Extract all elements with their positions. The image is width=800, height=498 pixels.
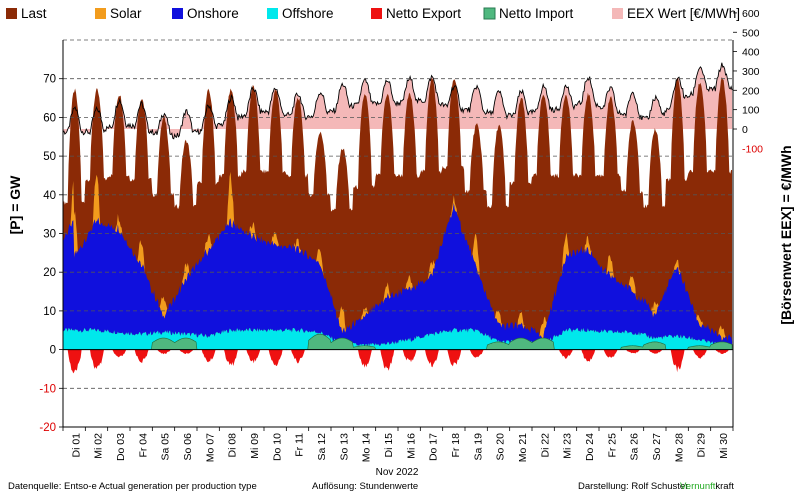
y-tick-label: 70 — [43, 74, 56, 86]
x-tick-label: Do 10 — [271, 433, 283, 461]
x-tick-label: Sa 19 — [472, 433, 484, 461]
x-tick-label: Do 24 — [584, 433, 596, 461]
legend-swatch-netto_export — [371, 8, 382, 19]
x-axis-label: Nov 2022 — [376, 467, 419, 478]
footer-brand-vernunft: Vernunft — [680, 481, 716, 492]
y2-tick-label: 500 — [742, 27, 760, 39]
x-tick-label: Fr 18 — [450, 433, 462, 458]
y-tick-label: 20 — [43, 267, 56, 279]
x-tick-label: So 27 — [651, 433, 663, 461]
legend-label-netto_import: Netto Import — [499, 6, 574, 21]
x-tick-label: Mi 16 — [405, 433, 417, 459]
legend-label-offshore: Offshore — [282, 6, 334, 21]
y2-tick-label: 0 — [742, 124, 748, 136]
x-tick-label: So 20 — [495, 433, 507, 461]
x-tick-label: Mo 07 — [204, 433, 216, 462]
legend-swatch-offshore — [267, 8, 278, 19]
footer-resolution: Auflösung: Stundenwerte — [312, 481, 418, 492]
x-tick-label: Mi 30 — [718, 433, 730, 459]
x-tick-label: Mo 28 — [673, 433, 685, 462]
footer-author: Darstellung: Rolf Schuster — [578, 481, 688, 492]
legend-label-netto_export: Netto Export — [386, 6, 461, 21]
x-tick-label: Fr 04 — [137, 433, 149, 458]
legend-label-onshore: Onshore — [187, 6, 239, 21]
axes: -20-100102030405060709008007006005004003… — [39, 0, 763, 462]
x-tick-label: Do 03 — [115, 433, 127, 461]
x-tick-label: Di 01 — [70, 433, 82, 458]
y2-tick-label: 300 — [742, 66, 760, 78]
y2-tick-label: 200 — [742, 85, 760, 97]
x-tick-label: Do 17 — [428, 433, 440, 461]
series-solar — [63, 171, 733, 342]
x-tick-label: Sa 05 — [160, 433, 172, 461]
y-tick-label: 50 — [43, 151, 56, 163]
legend-swatch-eex_wert — [612, 8, 623, 19]
x-tick-label: Sa 12 — [316, 433, 328, 461]
legend: Last Solar Onshore Offshore Netto Export Nett… — [6, 6, 740, 21]
y2-axis-label: [Börsenwert EEX] = €/MWh — [778, 145, 794, 324]
x-tick-label: Di 29 — [696, 433, 708, 458]
series-onshore — [63, 202, 733, 348]
y-tick-label: -20 — [39, 422, 56, 434]
legend-swatch-last — [6, 8, 17, 19]
x-tick-label: Mo 21 — [517, 433, 529, 462]
footer-brand: Vernunftkraft — [680, 481, 734, 492]
y-tick-label: 40 — [43, 190, 56, 202]
y-tick-label: 60 — [43, 112, 56, 124]
x-tick-label: Di 08 — [227, 433, 239, 458]
y-tick-label: 10 — [43, 306, 56, 318]
y-tick-label: -10 — [39, 383, 56, 395]
x-tick-label: Fr 25 — [606, 433, 618, 458]
y2-tick-label: 700 — [742, 0, 760, 1]
series-netto-export — [63, 349, 733, 374]
series-offshore — [63, 327, 733, 350]
legend-label-solar: Solar — [110, 6, 142, 21]
y2-tick-label: -100 — [742, 143, 763, 155]
y2-tick-label: 100 — [742, 105, 760, 117]
x-tick-label: Di 15 — [383, 433, 395, 458]
footer-source: Datenquelle: Entso-e Actual generation p… — [8, 481, 257, 492]
series-eex-line — [62, 62, 733, 140]
y2-tick-label: 400 — [742, 47, 760, 59]
legend-label-eex_wert: EEX Wert [€/MWh] — [627, 6, 740, 21]
x-tick-label: Fr 11 — [294, 433, 306, 457]
y-axis-label: [P] = GW — [7, 175, 23, 235]
x-tick-label: So 13 — [338, 433, 350, 461]
plot-area — [62, 62, 733, 374]
x-tick-label: Mo 14 — [361, 433, 373, 462]
footer-brand-kraft: kraft — [715, 481, 734, 492]
x-tick-label: Mi 23 — [562, 433, 574, 459]
x-tick-label: Mi 09 — [249, 433, 261, 459]
legend-swatch-onshore — [172, 8, 183, 19]
legend-swatch-netto_import — [483, 7, 496, 20]
x-tick-label: So 06 — [182, 433, 194, 461]
x-tick-label: Sa 26 — [629, 433, 641, 461]
x-tick-label: Mi 02 — [93, 433, 105, 459]
y2-tick-label: 600 — [742, 8, 760, 20]
y-tick-label: 30 — [43, 229, 56, 241]
legend-swatch-solar — [95, 8, 106, 19]
x-tick-label: Di 22 — [539, 433, 551, 458]
legend-label-last: Last — [21, 6, 47, 21]
y-tick-label: 0 — [50, 345, 56, 357]
